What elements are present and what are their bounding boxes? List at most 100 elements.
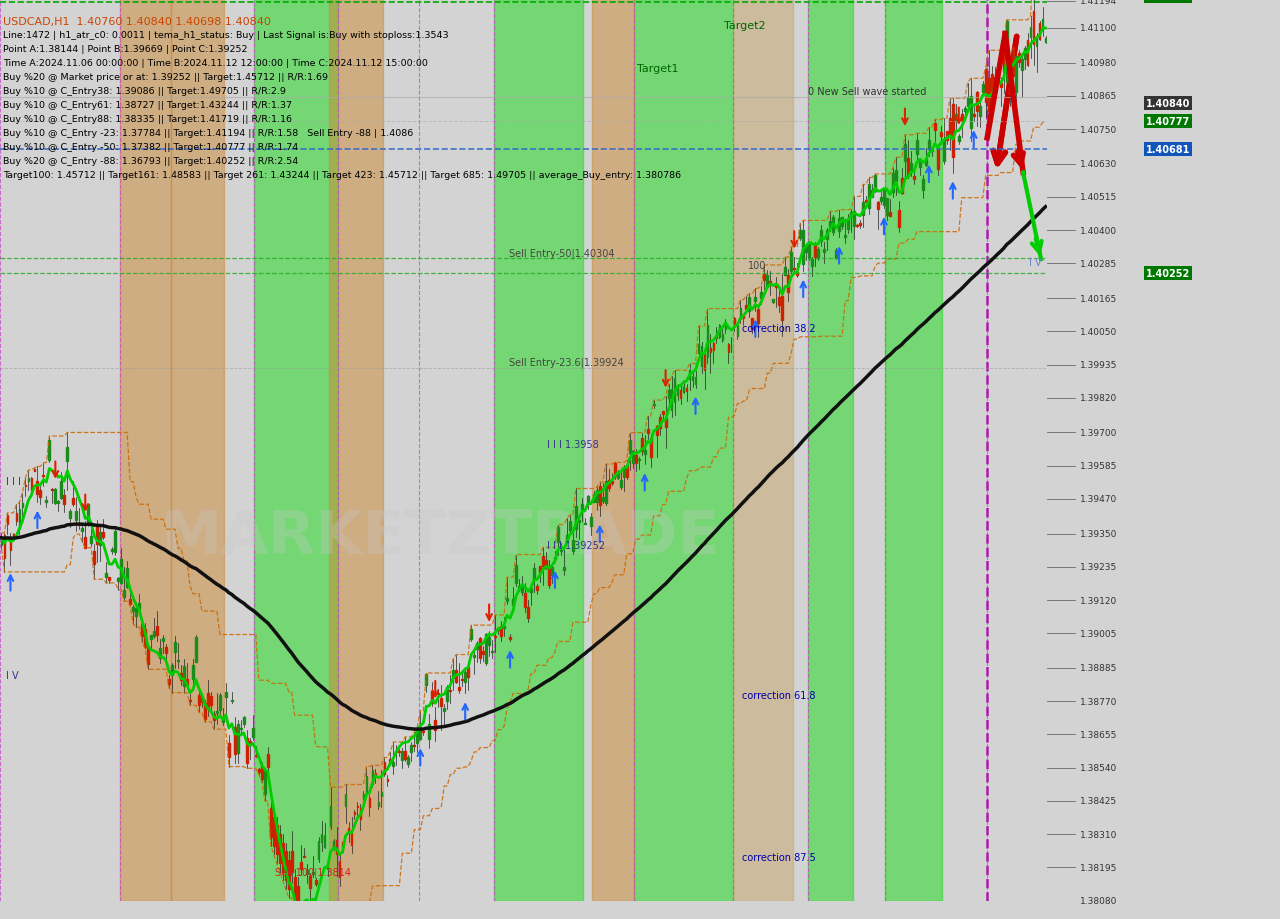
Bar: [787, 276, 790, 293]
Bar: [255, 755, 257, 756]
Text: 5 Nov 05:00: 5 Nov 05:00: [186, 918, 233, 919]
Bar: [342, 842, 343, 848]
Bar: [626, 467, 627, 478]
Bar: [653, 404, 654, 406]
Bar: [1044, 39, 1047, 43]
Text: Sell Entry-23.6|1.39924: Sell Entry-23.6|1.39924: [508, 357, 623, 368]
Bar: [566, 535, 568, 542]
Bar: [183, 666, 184, 686]
Text: 1.39820: 1.39820: [1079, 394, 1117, 403]
Bar: [988, 79, 989, 112]
Bar: [366, 776, 367, 792]
Bar: [805, 247, 808, 253]
Bar: [948, 119, 951, 137]
Text: 0 New Sell wave started: 0 New Sell wave started: [808, 87, 927, 97]
Bar: [129, 600, 131, 605]
Bar: [306, 869, 307, 874]
Bar: [291, 852, 293, 872]
Text: MARKETZTRADE: MARKETZTRADE: [160, 507, 719, 566]
Bar: [120, 559, 122, 584]
Bar: [284, 852, 287, 880]
Bar: [593, 494, 595, 503]
Bar: [1027, 41, 1029, 66]
Bar: [411, 745, 412, 752]
Bar: [288, 860, 289, 889]
Text: 1.40777: 1.40777: [1146, 117, 1190, 127]
Text: 4 Nov 13:00: 4 Nov 13:00: [116, 918, 163, 919]
Text: Target100: 1.45712 || Target161: 1.48583 || Target 261: 1.43244 || Target 423: 1: Target100: 1.45712 || Target161: 1.48583…: [3, 171, 681, 180]
Bar: [416, 732, 419, 743]
Bar: [973, 115, 974, 117]
Bar: [46, 501, 47, 502]
Bar: [78, 524, 81, 525]
Bar: [557, 528, 559, 542]
Text: 1.38540: 1.38540: [1079, 764, 1117, 772]
Bar: [745, 306, 748, 310]
Bar: [308, 876, 311, 889]
Bar: [722, 335, 723, 341]
Bar: [982, 85, 983, 93]
Bar: [530, 588, 532, 593]
Bar: [225, 692, 227, 698]
Bar: [163, 639, 164, 641]
Bar: [581, 505, 582, 509]
Bar: [434, 720, 436, 731]
Bar: [109, 577, 110, 581]
Bar: [763, 275, 765, 280]
Text: 1 Nov 20:00: 1 Nov 20:00: [46, 918, 93, 919]
Bar: [447, 686, 448, 702]
Bar: [198, 695, 200, 706]
Text: 1.39585: 1.39585: [1079, 461, 1117, 471]
Bar: [138, 604, 140, 609]
Bar: [838, 219, 840, 232]
Bar: [751, 319, 753, 330]
Bar: [575, 507, 577, 529]
Text: Buy %10 @ C_Entry -50: 1.37382 || Target:1.40777 || R/R:1.74: Buy %10 @ C_Entry -50: 1.37382 || Target…: [3, 143, 298, 152]
Bar: [673, 379, 676, 403]
Bar: [536, 586, 538, 590]
Text: 7 Nov 05:00: 7 Nov 05:00: [396, 918, 442, 919]
Bar: [1002, 49, 1005, 74]
Bar: [682, 387, 685, 393]
Bar: [593, 0, 634, 901]
Bar: [776, 286, 777, 288]
Bar: [362, 795, 365, 800]
Bar: [212, 714, 215, 720]
Bar: [503, 626, 506, 629]
Bar: [210, 696, 211, 706]
Bar: [443, 708, 445, 711]
Text: 1.39005: 1.39005: [1079, 630, 1117, 638]
Bar: [859, 224, 861, 225]
Bar: [180, 674, 182, 680]
Bar: [488, 637, 490, 645]
Text: 11 Nov 21:00: 11 Nov 21:00: [672, 918, 723, 919]
Bar: [324, 835, 325, 847]
Bar: [922, 180, 924, 190]
Bar: [195, 637, 197, 663]
Text: USDCAD,H1  1.40760 1.40840 1.40698 1.40840: USDCAD,H1 1.40760 1.40840 1.40698 1.4084…: [3, 17, 271, 28]
Bar: [733, 318, 735, 327]
Bar: [664, 419, 667, 427]
Bar: [154, 630, 155, 636]
Bar: [599, 487, 600, 505]
Text: 1.38655: 1.38655: [1079, 730, 1117, 739]
Bar: [335, 840, 338, 855]
Bar: [402, 752, 403, 761]
Bar: [425, 675, 428, 686]
Text: 15 Nov 05:00: 15 Nov 05:00: [1021, 918, 1073, 919]
Bar: [952, 105, 954, 157]
Bar: [479, 638, 481, 658]
Text: 14 Nov 13:00: 14 Nov 13:00: [951, 918, 1002, 919]
Text: correction 61.8: correction 61.8: [742, 690, 815, 700]
Bar: [404, 752, 406, 759]
Bar: [668, 391, 669, 399]
Text: 12 Nov 13:00: 12 Nov 13:00: [742, 918, 794, 919]
Bar: [646, 430, 649, 434]
Bar: [384, 762, 385, 774]
Bar: [360, 808, 361, 819]
Bar: [778, 298, 781, 306]
Bar: [127, 568, 128, 587]
Bar: [317, 841, 320, 859]
Bar: [671, 390, 672, 411]
Text: correction 87.5: correction 87.5: [742, 852, 815, 862]
